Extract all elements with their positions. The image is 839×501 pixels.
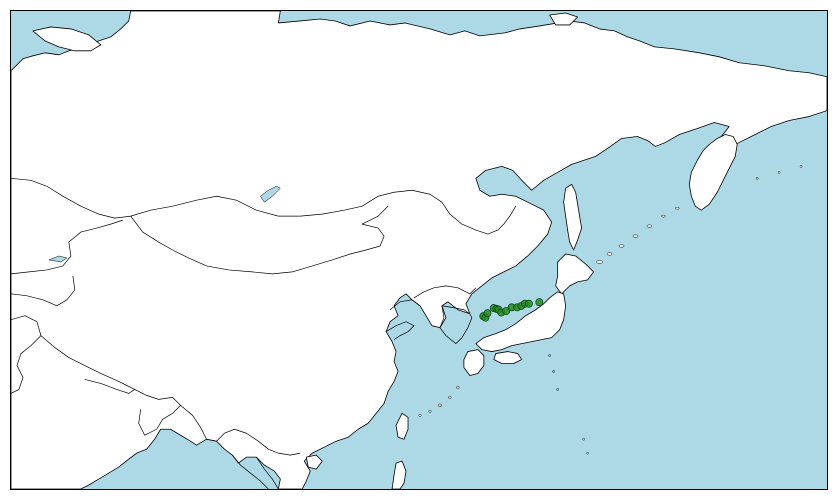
russia-south-border — [11, 177, 517, 235]
aleutian-islet — [755, 177, 759, 180]
shandong-coast — [385, 321, 415, 340]
izu-islet — [556, 388, 559, 391]
central-asia-south-border — [11, 275, 76, 307]
central-asia-border — [11, 219, 123, 275]
ryukyu-islet — [456, 385, 460, 389]
kuril-islet — [618, 244, 625, 248]
map-canvas[interactable] — [11, 11, 827, 489]
occurrence-point[interactable] — [483, 309, 492, 318]
islets-group — [47, 165, 803, 455]
ryukyu-islet — [428, 409, 432, 413]
aleutian-islet — [777, 171, 781, 174]
occurrence-point[interactable] — [502, 307, 511, 315]
luzon-island — [391, 460, 407, 489]
kuril-islet — [606, 252, 613, 256]
aleutian-islet — [799, 165, 803, 168]
sakhalin-island — [563, 183, 583, 251]
kuril-islet — [596, 260, 603, 264]
bonin-islet — [586, 451, 589, 455]
kuril-islet — [632, 234, 639, 238]
occurrence-point[interactable] — [535, 298, 544, 307]
vietnam-border — [256, 456, 279, 489]
lake-balkhash — [47, 255, 68, 263]
hokkaido-island — [555, 253, 594, 295]
india-north-border — [40, 335, 181, 406]
honshu-island — [475, 291, 567, 352]
occurrence-points — [479, 298, 544, 322]
mongolia-south-border — [130, 205, 389, 275]
arctic-islands-east — [549, 12, 579, 26]
izu-islet — [552, 370, 555, 373]
bohai-coast — [389, 299, 421, 311]
landmass-group — [11, 11, 827, 489]
country-borders — [11, 177, 517, 489]
hainan-island — [305, 454, 323, 470]
eurasia-landmass — [11, 11, 827, 489]
korea-dmz-border — [441, 305, 471, 315]
kuril-islet — [675, 206, 680, 210]
south-asia-west-border — [11, 315, 42, 394]
arctic-islands-west — [32, 26, 102, 52]
shikoku-island — [493, 351, 523, 364]
kyushu-island — [463, 349, 485, 376]
kuril-islet — [646, 224, 653, 228]
myanmar-border — [138, 405, 217, 442]
indochina-border — [216, 428, 301, 456]
taiwan-island — [395, 412, 409, 440]
ryukyu-islet — [438, 403, 442, 408]
lake-baikal — [260, 185, 281, 203]
kamchatka-peninsula — [688, 134, 738, 211]
laos-vietnam-border — [232, 454, 269, 489]
occurrence-point[interactable] — [525, 299, 533, 308]
korea-china-border — [413, 285, 477, 299]
nepal-border — [84, 379, 135, 394]
izu-islet — [548, 354, 551, 357]
ryukyu-islet — [418, 413, 422, 417]
kuril-islet — [661, 214, 666, 218]
map-frame[interactable] — [10, 10, 828, 490]
bonin-islet — [582, 437, 585, 441]
korean-peninsula-coast — [439, 305, 473, 345]
ryukyu-islet — [448, 395, 452, 399]
